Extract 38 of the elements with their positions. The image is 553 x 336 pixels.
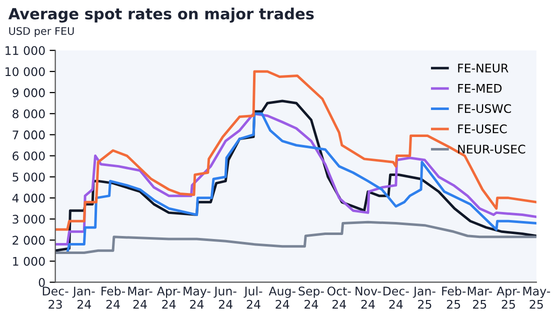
- x-tick-label: Feb- 24: [102, 286, 125, 309]
- legend-label: FE-USWC: [458, 104, 511, 114]
- y-tick-label: 2 000: [12, 236, 45, 245]
- x-tick-label: Mar- 25: [468, 286, 492, 309]
- y-tick-label: 9 000: [12, 88, 45, 98]
- y-tick-label: 6 000: [12, 152, 45, 160]
- x-tick-label: Jan- 25: [412, 286, 436, 309]
- y-tick-label: 7 000: [12, 130, 45, 140]
- x-tick-label: Nov- 24: [356, 286, 381, 309]
- x-tick-label: Oct- 24: [327, 286, 351, 309]
- x-tick-label: Feb- 25: [442, 286, 466, 309]
- legend-label: FE-USEC: [458, 124, 507, 134]
- x-tick-label: Jul- 24: [244, 286, 262, 309]
- x-tick-label: Mar- 24: [128, 286, 152, 309]
- y-tick-label: 10 000: [6, 67, 45, 76]
- x-tick-label: Dec- 23: [42, 286, 68, 309]
- y-tick-label: 3 000: [12, 214, 45, 224]
- x-tick-label: Jan- 24: [72, 286, 95, 309]
- y-tick-label: 0: [38, 278, 45, 287]
- x-tick-label: May- 25: [523, 286, 550, 309]
- y-tick-label: 5 000: [12, 172, 45, 182]
- chart-subtitle: USD per FEU: [9, 27, 74, 37]
- x-tick-label: May- 24: [184, 286, 210, 309]
- y-tick-label: 1 000: [13, 256, 45, 266]
- legend-label: NEUR-USEC: [458, 144, 526, 154]
- legend-label: FE-MED: [458, 84, 502, 93]
- line-series: [55, 220, 536, 254]
- legend-label: FE-NEUR: [458, 64, 508, 72]
- x-tick-label: Sep- 24: [298, 286, 324, 309]
- y-tick-label: 8 000: [12, 109, 45, 118]
- x-tick-label: Apr- 24: [156, 286, 180, 309]
- y-tick-label: 4 000: [12, 194, 45, 203]
- x-tick-label: Aug- 24: [268, 286, 296, 309]
- chart-title: Average spot rates on major trades: [8, 8, 314, 23]
- x-tick-label: Apr- 25: [496, 286, 520, 309]
- y-tick-label: 11 000: [6, 46, 45, 56]
- x-tick-label: Jun- 24: [214, 286, 236, 309]
- x-tick-label: Dec- 24: [384, 286, 409, 309]
